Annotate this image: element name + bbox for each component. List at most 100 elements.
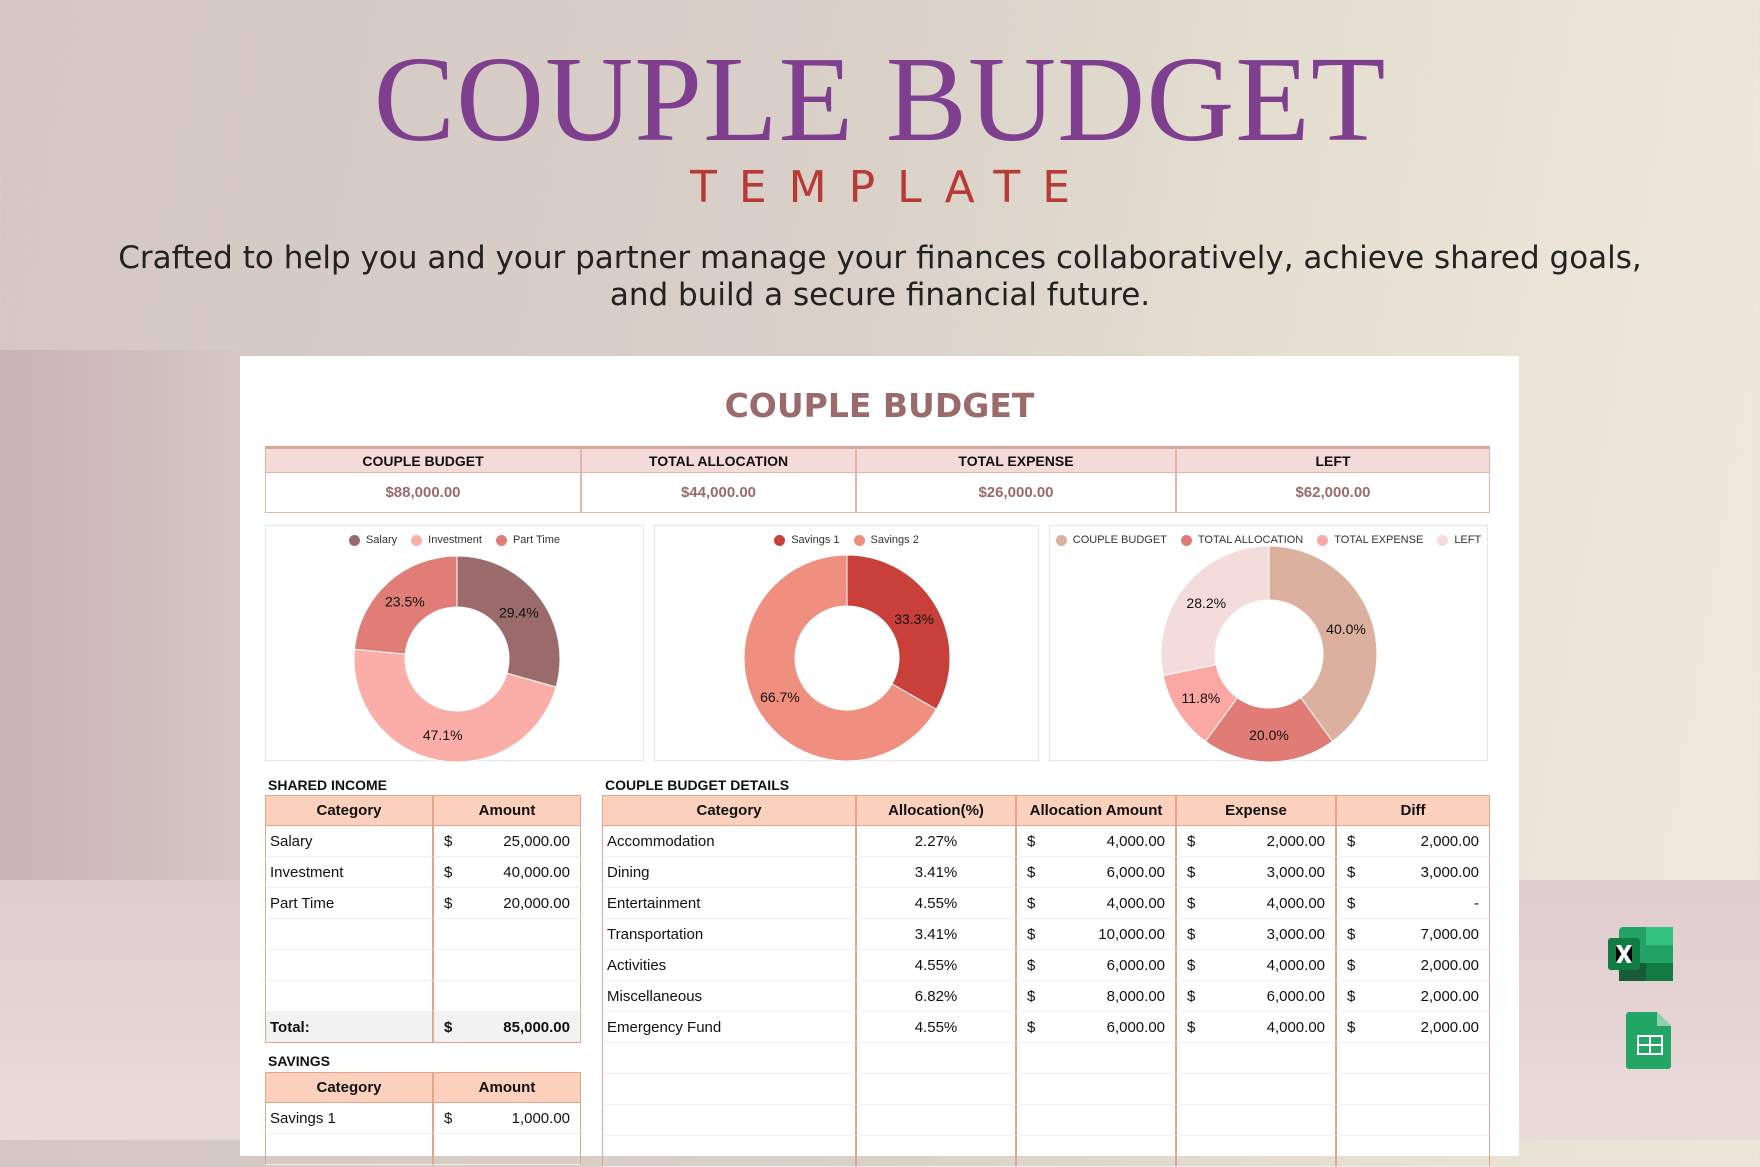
data-label: 28.2% [1186,595,1226,611]
legend-label: TOTAL EXPENSE [1334,534,1424,546]
cell-text: 4,000.00 [1266,894,1325,912]
table-cell: 3.41% [856,919,1016,950]
table-cell [1016,1105,1176,1136]
table-cell: $3,000.00 [1176,857,1336,888]
summary-value: $62,000.00 [1176,472,1490,513]
table-cell [433,919,581,950]
legend-swatch [411,534,423,546]
legend: COUPLE BUDGET TOTAL ALLOCATION TOTAL EXPEN… [1050,534,1487,546]
table-cell [1016,1043,1176,1074]
cell-text: Accommodation [607,832,715,850]
column-header: Category [265,1072,433,1103]
cell-text: $ [1187,1018,1196,1036]
legend-item: Investment [411,534,482,546]
sheets-icon [1626,1012,1671,1069]
table-cell: $4,000.00 [1016,826,1176,857]
donut-slice [456,555,561,688]
legend-label: LEFT [1454,534,1482,546]
cell-text: $ [1027,1018,1036,1036]
cell-text: 2,000.00 [1420,1018,1479,1036]
legend-item: Savings 2 [853,534,919,546]
description-line: and build a secure financial future. [609,277,1151,313]
legend-item: TOTAL EXPENSE [1317,534,1423,546]
summary-label: LEFT [1176,446,1490,472]
cell-text: 2,000.00 [1420,956,1479,974]
cell-text: $ [1187,925,1196,943]
table-cell: $3,000.00 [1176,919,1336,950]
legend-swatch [1437,534,1449,546]
cell-text: $ [1187,956,1196,974]
summary-value: $88,000.00 [265,472,581,513]
table-cell [265,1134,433,1165]
table-cell [1336,1105,1490,1136]
table-cell: Emergency Fund [602,1012,856,1043]
legend-item: COUPLE BUDGET [1055,534,1167,546]
spreadsheet: COUPLE BUDGET COUPLE BUDGET $88,000.00 TOT… [240,356,1519,1167]
table-cell: 4.55% [856,888,1016,919]
column-header: Diff [1336,795,1490,826]
data-label: 11.8% [1182,690,1221,706]
table-cell [265,950,433,981]
table-cell: Accommodation [602,826,856,857]
cell-text: 10,000.00 [1098,925,1165,943]
cell-text: Salary [270,832,313,850]
legend-label: Salary [365,534,398,546]
donut-chart: 40.0% 20.0% 11.8% 28.2% [1160,545,1378,762]
donut-slice [743,554,937,762]
cell-text: 1,000.00 [511,1109,570,1127]
donut-slice [846,554,951,710]
table-cell [856,1105,1016,1136]
table-cell [1176,1043,1336,1074]
cell-text: 85,000.00 [503,1018,570,1036]
cell-text: Miscellaneous [607,987,703,1005]
table-cell: Total: [265,1012,433,1043]
table-cell: 4.55% [856,1012,1016,1043]
table-cell: $2,000.00 [1336,981,1490,1012]
table-cell: Activities [602,950,856,981]
legend-swatch [1055,534,1067,546]
column-header: Expense [1176,795,1336,826]
cell-text: $ [1347,925,1356,943]
table-cell [856,1136,1016,1167]
table-cell: $2,000.00 [1336,826,1490,857]
data-label: 29.4% [499,604,539,620]
table-cell: $85,000.00 [433,1012,581,1043]
summary-label: TOTAL EXPENSE [856,446,1176,472]
table-cell [1016,1136,1176,1167]
table-cell: $6,000.00 [1016,950,1176,981]
cell-text: 4.55% [914,1018,958,1036]
cell-text: $ [444,1018,453,1036]
table-cell [1176,1074,1336,1105]
cell-text: 4,000.00 [1266,956,1325,974]
legend: Salary Investment Part Time [266,534,643,546]
app-icons [1608,927,1673,1069]
column-header: Category [602,795,856,826]
data-label: 40.0% [1326,621,1366,637]
cell-text: 6.82% [914,987,958,1005]
cell-text: 6,000.00 [1106,956,1165,974]
cell-text: 3,000.00 [1420,863,1479,881]
column-header: Allocation(%) [856,795,1016,826]
table-cell [1336,1043,1490,1074]
cell-text: $ [1027,832,1036,850]
section-title: COUPLE BUDGET DETAILS [605,777,790,793]
table-cell: 4.55% [856,950,1016,981]
cell-text: 3,000.00 [1266,925,1325,943]
column-header: Amount [433,795,581,826]
cell-text: $ [1187,894,1196,912]
cell-text: $ [1187,863,1196,881]
cell-text: Dining [607,863,650,881]
cell-text: 4,000.00 [1266,1018,1325,1036]
donut-slice [1160,545,1270,677]
legend-label: Investment [428,534,482,546]
sheet-title: COUPLE BUDGET [724,386,1035,425]
chart-panel: COUPLE BUDGET TOTAL ALLOCATION TOTAL EXPEN… [1049,525,1488,762]
section-title: SAVINGS [268,1053,330,1069]
data-label: 33.3% [894,611,934,627]
cell-text: Emergency Fund [607,1018,722,1036]
table-cell [1016,1074,1176,1105]
cell-text: 2,000.00 [1420,987,1479,1005]
legend-item: LEFT [1437,534,1481,546]
cell-text: $ [1027,987,1036,1005]
